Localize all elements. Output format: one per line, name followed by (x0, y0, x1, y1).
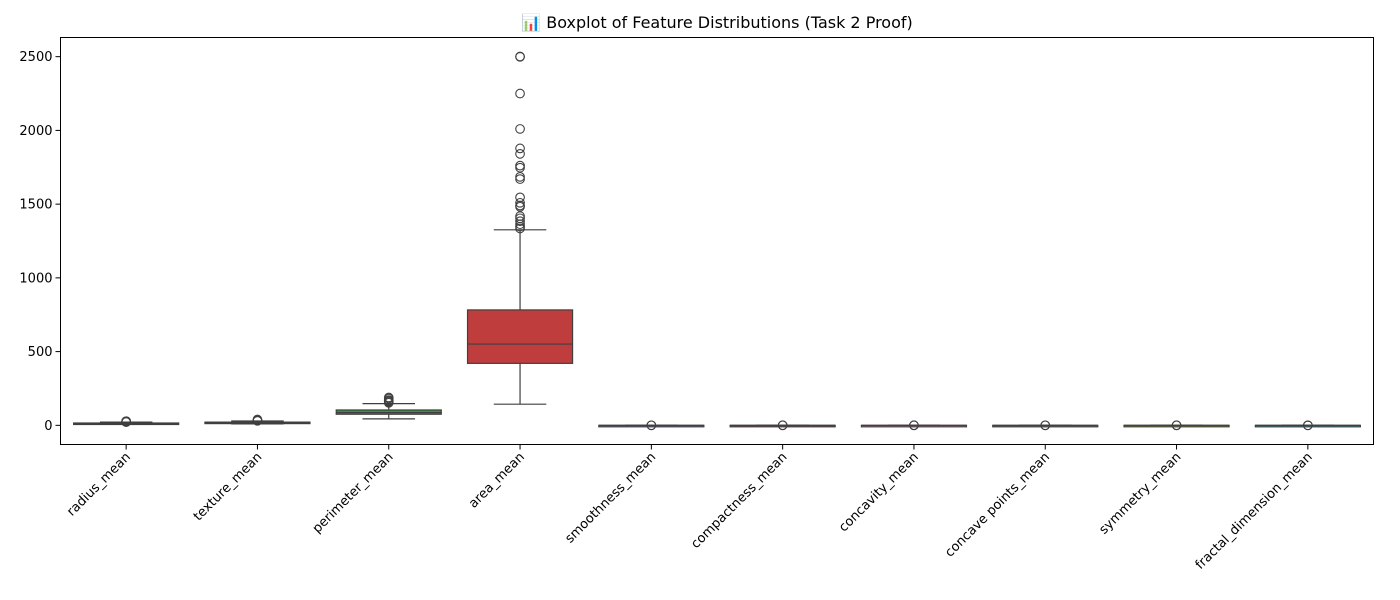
outlier-point (515, 162, 525, 173)
outlier-point (515, 174, 525, 184)
outlier-point (1302, 420, 1313, 431)
y-tick-label: 1000 (19, 271, 52, 286)
outlier-point (383, 392, 394, 403)
outlier-point (252, 414, 263, 425)
outlier-point (515, 216, 525, 227)
x-tick-label: concavity_mean (836, 450, 922, 536)
x-tick-label: symmetry_mean (1096, 450, 1184, 538)
outlier-point (515, 172, 525, 182)
y-tick-label: 500 (28, 345, 53, 360)
x-tick-label: compactness_mean (688, 450, 790, 552)
x-tick-label: radius_mean (64, 450, 134, 520)
outlier-point (1040, 420, 1051, 431)
x-tick-label: fractal_dimension_mean (1193, 450, 1316, 573)
outlier-point (515, 51, 525, 62)
y-tick-label: 0 (44, 419, 52, 434)
x-tick-label: concave points_mean (942, 450, 1053, 561)
outlier-point (515, 143, 525, 154)
outlier-point (515, 124, 525, 134)
x-tick-label: texture_mean (191, 450, 265, 524)
x-tick-label: perimeter_mean (310, 450, 397, 537)
outlier-point (1171, 420, 1182, 431)
outlier-point (515, 192, 525, 203)
x-tick-label: smoothness_mean (562, 450, 659, 547)
outlier-point (777, 420, 788, 431)
outlier-point (646, 420, 657, 431)
y-tick-label: 1500 (19, 198, 52, 213)
outlier-point (515, 197, 525, 208)
outlier-point (515, 88, 525, 99)
chart-title: 📊 Boxplot of Feature Distributions (Task… (521, 13, 913, 32)
plot-area: 0 500 1000 1500 2000 2500 radius_mean texture_m… (19, 50, 1361, 573)
x-tick-label: area_mean (466, 450, 528, 512)
outlier-point (121, 416, 131, 427)
outlier-point (515, 160, 525, 171)
outlier-point (909, 420, 919, 431)
outlier-point (515, 148, 525, 159)
y-tick-label: 2000 (19, 124, 52, 139)
plot-frame (60, 37, 1374, 445)
outlier-point (515, 211, 525, 221)
box-area_mean (466, 309, 574, 364)
y-tick-label: 2500 (19, 50, 52, 65)
